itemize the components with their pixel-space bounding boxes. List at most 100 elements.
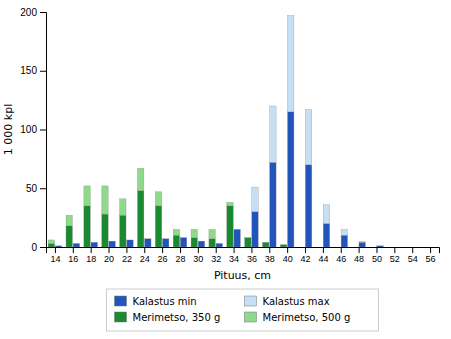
bar	[234, 229, 240, 247]
x-tick-mark	[162, 247, 163, 253]
x-tick: 26	[158, 247, 168, 264]
bar	[120, 199, 126, 215]
x-tick: 14	[50, 247, 60, 264]
bar	[84, 186, 90, 206]
bar	[48, 240, 54, 244]
bar	[191, 229, 197, 237]
bar	[209, 229, 215, 238]
x-axis: 1416182022242628303234363840424446485052…	[47, 247, 440, 264]
bar	[352, 247, 358, 248]
x-tick: 20	[104, 247, 114, 264]
x-tick-mark	[180, 247, 181, 253]
x-tick-mark	[216, 247, 217, 253]
bar	[102, 214, 108, 247]
bar	[423, 247, 429, 248]
bars	[48, 16, 383, 247]
x-tick-label: 30	[193, 254, 203, 264]
x-tick-label: 22	[122, 254, 132, 264]
bar	[145, 239, 151, 247]
x-tick: 28	[175, 247, 185, 264]
y-tick-mark	[40, 188, 46, 189]
y-tick: 100	[20, 124, 46, 135]
x-tick: 22	[122, 247, 132, 264]
bar	[334, 247, 340, 248]
bar	[405, 247, 411, 248]
y-tick: 200	[20, 7, 46, 18]
bar	[395, 247, 401, 248]
x-tick-label: 40	[283, 254, 293, 264]
bar	[180, 237, 186, 238]
x-tick-label: 20	[104, 254, 114, 264]
x-axis-line	[47, 248, 440, 254]
bar	[198, 241, 204, 242]
y-tick-label: 100	[20, 124, 37, 135]
bar	[270, 162, 276, 247]
bar	[288, 112, 294, 247]
bar	[84, 206, 90, 247]
x-tick: 34	[229, 247, 239, 264]
x-tick-mark	[412, 247, 413, 253]
plot: 1416182022242628303234363840424446485052…	[20, 7, 439, 265]
bar	[102, 186, 108, 214]
bar	[145, 238, 151, 239]
bar	[137, 191, 143, 247]
x-tick: 42	[301, 247, 311, 264]
bar	[245, 238, 251, 247]
bar	[73, 243, 79, 244]
bar	[173, 235, 179, 247]
bar	[227, 206, 233, 247]
bar	[245, 237, 251, 238]
bar	[180, 238, 186, 247]
x-axis-title: Pituus, cm	[214, 269, 271, 282]
bar	[377, 245, 383, 246]
x-tick: 56	[426, 247, 436, 264]
bar	[55, 246, 61, 247]
legend-swatch	[245, 296, 257, 306]
bar	[280, 245, 286, 247]
bar	[288, 16, 294, 112]
bar	[377, 246, 383, 247]
x-tick-label: 34	[229, 254, 239, 264]
y-tick-mark	[40, 12, 46, 13]
x-tick: 18	[86, 247, 96, 264]
legend-item: Merimetso, 350 g	[115, 312, 221, 323]
y-tick: 0	[31, 242, 46, 253]
x-tick: 40	[283, 247, 293, 264]
bar	[263, 242, 269, 243]
bar	[352, 247, 358, 248]
bar	[323, 224, 329, 248]
bar	[198, 241, 204, 247]
bar	[66, 226, 72, 247]
x-tick-mark	[305, 247, 306, 253]
y-axis: 050100150200	[20, 7, 46, 253]
bar	[388, 247, 394, 248]
legend-swatch	[115, 296, 127, 306]
bar	[423, 247, 429, 248]
y-tick-label: 50	[26, 183, 38, 194]
bar	[227, 202, 233, 206]
legend-item: Kalastus max	[245, 296, 330, 307]
x-tick-mark	[198, 247, 199, 253]
bar	[370, 247, 376, 248]
x-tick: 52	[390, 247, 400, 264]
x-tick-mark	[394, 247, 395, 253]
bar	[430, 247, 436, 248]
legend-label: Kalastus min	[133, 296, 197, 307]
x-tick: 38	[265, 247, 275, 264]
x-tick-label: 48	[354, 254, 364, 264]
y-axis-title: 1 000 kpl	[2, 104, 15, 155]
x-tick-mark	[430, 247, 431, 253]
bar	[127, 239, 133, 240]
legend-label: Merimetso, 350 g	[133, 312, 221, 323]
bar	[341, 229, 347, 235]
y-tick-mark	[40, 130, 46, 131]
bar	[234, 229, 240, 230]
bar	[298, 247, 304, 248]
bar	[55, 245, 61, 246]
x-tick-label: 54	[408, 254, 418, 264]
bar	[359, 241, 365, 242]
bar	[430, 247, 436, 248]
x-tick-mark	[91, 247, 92, 253]
x-tick-label: 16	[68, 254, 78, 264]
bar	[216, 243, 222, 247]
